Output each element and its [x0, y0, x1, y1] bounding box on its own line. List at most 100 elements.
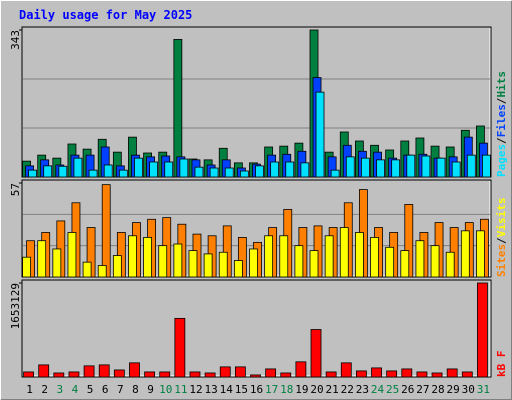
bar: [233, 260, 243, 278]
bar: [82, 261, 92, 278]
x-tick-label: 13: [204, 383, 217, 396]
x-tick-label: 9: [147, 383, 154, 396]
bar: [112, 255, 122, 278]
y-tick-label: 343: [9, 30, 22, 50]
bar: [265, 368, 277, 378]
bar: [23, 371, 34, 378]
x-tick-label: 10: [159, 383, 172, 396]
bar: [52, 248, 62, 278]
bar: [445, 251, 455, 278]
bar: [309, 250, 319, 278]
bar: [88, 169, 98, 178]
bar: [371, 367, 382, 378]
legend-entry: kB F: [495, 351, 508, 378]
x-tick-label: 24: [371, 383, 385, 396]
legend: Sites/Visits: [495, 198, 508, 278]
bar: [250, 374, 261, 378]
bar: [118, 169, 128, 178]
x-tick-label: 14: [220, 383, 234, 396]
bar: [224, 167, 234, 178]
x-tick-label: 8: [132, 383, 139, 396]
bar: [285, 161, 295, 178]
x-tick-label: 29: [447, 383, 460, 396]
bar: [67, 232, 77, 278]
bar: [451, 161, 461, 178]
bar: [128, 235, 137, 278]
x-tick-label: 17: [265, 383, 278, 396]
bar: [144, 371, 155, 378]
bar: [270, 161, 280, 178]
bar: [189, 371, 201, 378]
bar: [330, 169, 340, 178]
bar: [98, 364, 110, 378]
x-tick-label: 22: [341, 383, 354, 396]
x-tick-label: 28: [431, 383, 444, 396]
legend: kB F: [495, 351, 508, 378]
bar: [204, 372, 216, 378]
bar: [255, 165, 264, 178]
x-tick-label: 20: [310, 383, 323, 396]
bar: [436, 157, 446, 178]
bar: [460, 230, 470, 278]
bar: [164, 161, 174, 178]
legend-entry: Hits: [495, 71, 508, 98]
bar: [101, 184, 111, 278]
bar: [43, 165, 53, 178]
bar: [134, 157, 143, 178]
bar: [376, 159, 385, 178]
legend-entry: Pages: [495, 144, 508, 177]
x-tick-label: 18: [280, 383, 293, 396]
bar: [129, 362, 140, 378]
bar: [295, 361, 307, 378]
x-tick-label: 7: [117, 383, 124, 396]
legend-separator: /: [495, 137, 508, 144]
bar: [188, 250, 198, 278]
bar: [416, 371, 428, 378]
x-tick-label: 4: [72, 383, 79, 396]
bar: [461, 371, 473, 378]
bar: [264, 235, 274, 278]
x-tick-label: 21: [326, 383, 339, 396]
bar: [325, 371, 337, 378]
bar: [421, 155, 431, 178]
bar: [53, 372, 65, 378]
legend-entry: Files: [495, 104, 508, 137]
bar: [194, 166, 204, 178]
x-tick-label: 23: [356, 383, 369, 396]
bar: [294, 245, 304, 278]
bar: [430, 245, 440, 278]
bar: [400, 250, 410, 278]
bar: [173, 39, 183, 178]
bar: [386, 370, 398, 378]
bar: [339, 227, 349, 278]
bar: [249, 248, 258, 278]
bar: [239, 170, 249, 178]
bar: [58, 165, 68, 178]
x-tick-label: 2: [41, 383, 48, 396]
bar: [68, 371, 80, 378]
x-tick-label: 3: [57, 383, 64, 396]
bar: [203, 253, 213, 278]
bar: [391, 159, 401, 178]
bar: [179, 158, 189, 178]
bar: [324, 235, 334, 278]
bar: [415, 240, 425, 278]
x-tick-label: 31: [477, 383, 490, 396]
chart-title: Daily usage for May 2025: [19, 8, 192, 22]
bar: [38, 364, 50, 378]
bar: [310, 329, 322, 378]
bar: [103, 164, 113, 178]
bar: [173, 243, 183, 278]
bar: [174, 317, 186, 378]
bar: [279, 235, 289, 278]
legend-entry: Sites: [495, 244, 508, 277]
bar: [143, 237, 152, 278]
bar: [370, 237, 379, 278]
x-tick-label: 6: [102, 383, 109, 396]
bar: [218, 251, 228, 278]
bar: [466, 154, 476, 178]
bar: [300, 162, 310, 178]
bar: [97, 265, 107, 278]
